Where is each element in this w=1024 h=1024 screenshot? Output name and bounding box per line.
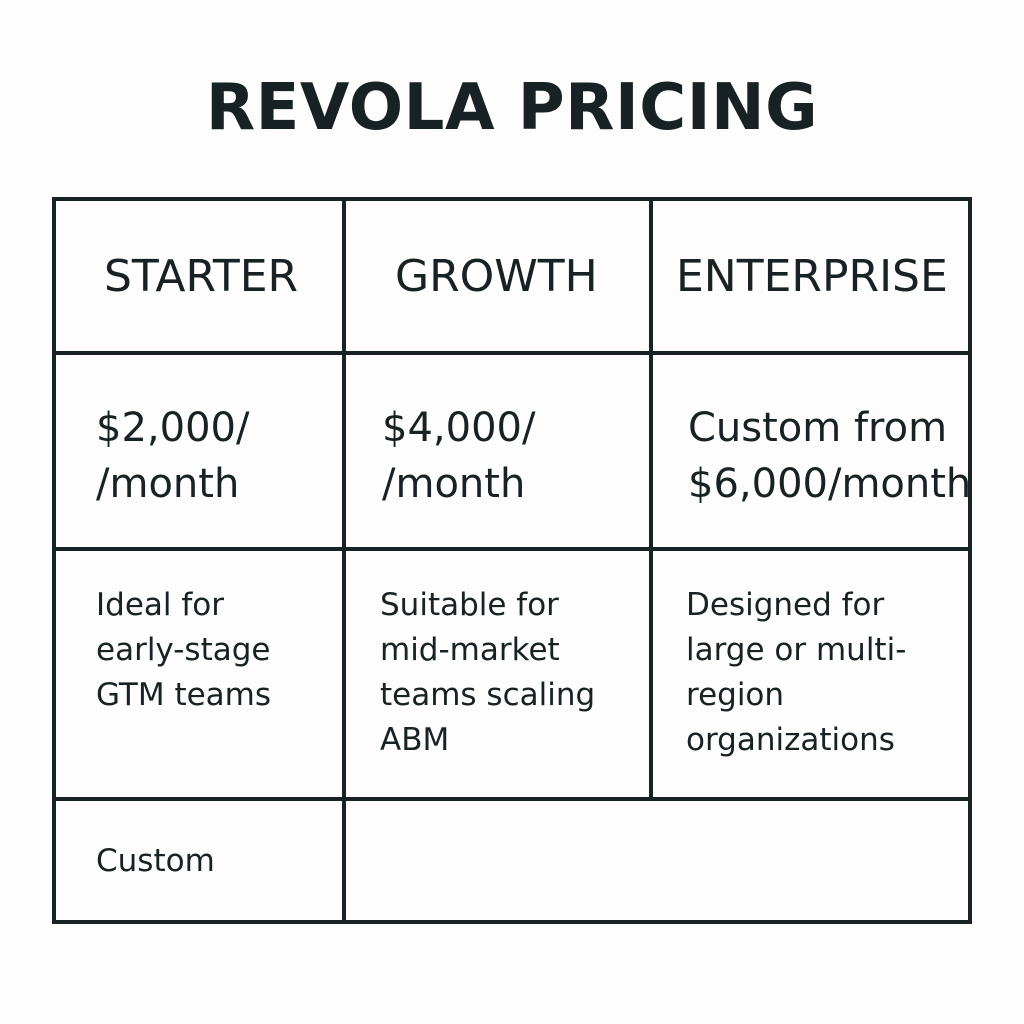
header-cell-starter: STARTER	[56, 201, 346, 355]
description-cell-growth: Suitable for mid-market teams scaling AB…	[346, 551, 653, 801]
plan-price-starter: $2,000/ /month	[96, 405, 250, 507]
plan-description-growth: Suitable for mid-market teams scaling AB…	[380, 587, 596, 758]
plan-description-enterprise: Designed for large or multi- region orga…	[686, 587, 907, 758]
footer-label-cell: Custom	[56, 801, 346, 924]
footer-value-cell	[346, 801, 972, 924]
description-cell-enterprise: Designed for large or multi- region orga…	[653, 551, 972, 801]
plan-price-enterprise: Custom from $6,000/month	[688, 405, 972, 507]
custom-label: Custom	[96, 843, 215, 879]
price-cell-growth: $4,000/ /month	[346, 355, 653, 551]
price-cell-enterprise: Custom from $6,000/month	[653, 355, 972, 551]
description-cell-starter: Ideal for early-stage GTM teams	[56, 551, 346, 801]
page-title: REVOLA PRICING	[205, 71, 819, 145]
header-cell-enterprise: ENTERPRISE	[653, 201, 972, 355]
header-cell-growth: GROWTH	[346, 201, 653, 355]
plan-name-starter: STARTER	[104, 251, 299, 302]
plan-description-starter: Ideal for early-stage GTM teams	[96, 587, 272, 713]
pricing-table: STARTER GROWTH ENTERPRISE $2,000/ /month…	[52, 197, 972, 924]
price-cell-starter: $2,000/ /month	[56, 355, 346, 551]
plan-price-growth: $4,000/ /month	[382, 405, 536, 507]
plan-name-enterprise: ENTERPRISE	[676, 251, 948, 302]
plan-name-growth: GROWTH	[395, 251, 598, 302]
